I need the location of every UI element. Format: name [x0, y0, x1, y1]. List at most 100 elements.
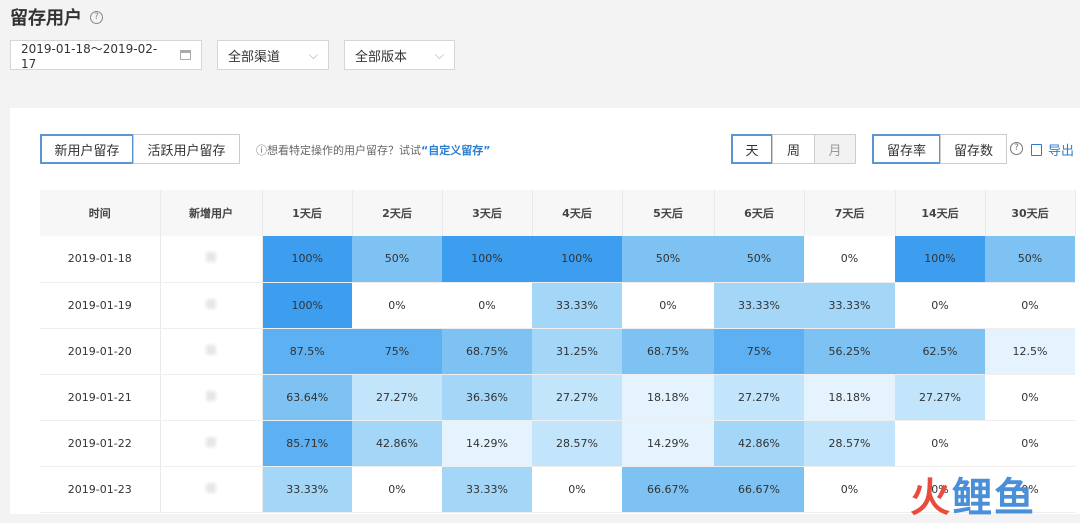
retention-cell: 27.27%: [352, 374, 442, 421]
chevron-down-icon: ⌵: [434, 47, 444, 62]
retention-cell: 100%: [532, 236, 622, 283]
hint-text: ⓘ想看特定操作的用户留存？试试: [256, 144, 421, 157]
retention-cell: 0%: [352, 282, 442, 329]
retention-cell: 0%: [442, 282, 532, 329]
new-user-count-redacted: [160, 420, 263, 467]
retention-cell: 18.18%: [622, 374, 714, 421]
page-title: 留存用户 ?: [10, 4, 103, 30]
column-header[interactable]: 1天后: [262, 190, 353, 236]
custom-retention-link[interactable]: “自定义留存”: [421, 144, 491, 157]
chevron-down-icon: ⌵: [308, 47, 318, 62]
period-day-button[interactable]: 天: [731, 134, 773, 164]
date-range-value: 2019-01-18～2019-02-17: [21, 41, 158, 71]
retention-cell: 42.86%: [714, 420, 804, 467]
version-select[interactable]: 全部版本 ⌵: [344, 40, 455, 70]
new-user-count-redacted: [160, 282, 263, 329]
retention-cell: 12.5%: [985, 328, 1075, 375]
tab-new-user-retention[interactable]: 新用户留存: [40, 134, 134, 164]
retention-cell: 0%: [895, 466, 985, 513]
retention-cell: 27.27%: [532, 374, 622, 421]
retention-cell: 18.18%: [804, 374, 895, 421]
date-range-picker[interactable]: 2019-01-18～2019-02-17: [10, 40, 202, 71]
metric-count-button[interactable]: 留存数: [940, 134, 1007, 164]
retention-cell: 100%: [895, 236, 985, 283]
table-row: 2019-01-19 100% 0% 0% 33.33% 0% 33.33% 33.33% 0%…: [40, 282, 1075, 329]
retention-cell: 36.36%: [442, 374, 532, 421]
retention-cell: 27.27%: [714, 374, 804, 421]
table-row: 2019-01-21 63.64% 27.27% 36.36% 27.27% 18.18%…: [40, 374, 1075, 421]
table-row: 2019-01-23 33.33% 0% 33.33% 0% 66.67% 66.67% 0%…: [40, 466, 1075, 513]
retention-cell: 100%: [442, 236, 532, 283]
row-date: 2019-01-21: [40, 374, 161, 421]
column-header[interactable]: 30天后: [985, 190, 1076, 236]
retention-cell: 0%: [895, 420, 985, 467]
retention-cell: 66.67%: [714, 466, 804, 513]
retention-cell: 0%: [352, 466, 442, 513]
export-button[interactable]: 导出: [1031, 140, 1074, 159]
watermark-fire: 火: [910, 475, 952, 521]
period-week-button[interactable]: 周: [772, 134, 815, 164]
retention-cell: 33.33%: [532, 282, 622, 329]
column-header[interactable]: 14天后: [895, 190, 986, 236]
new-user-count-redacted: [160, 374, 263, 421]
row-date: 2019-01-23: [40, 466, 161, 513]
table-row: 2019-01-22 85.71% 42.86% 14.29% 28.57% 14.29%…: [40, 420, 1075, 467]
retention-cell: 0%: [622, 282, 714, 329]
channel-select[interactable]: 全部渠道 ⌵: [217, 40, 329, 70]
column-header[interactable]: 4天后: [532, 190, 623, 236]
retention-cell: 0%: [895, 282, 985, 329]
retention-cell: 0%: [985, 466, 1075, 513]
column-header[interactable]: 3天后: [442, 190, 533, 236]
table-header-row: 时间 新增用户 1天后 2天后 3天后 4天后 5天后 6天后 7天后 14天后…: [40, 190, 1076, 236]
column-header[interactable]: 2天后: [352, 190, 443, 236]
table-row: 2019-01-18 100% 50% 100% 100% 50% 50% 0% 100% 50%: [40, 236, 1075, 283]
column-header[interactable]: 6天后: [714, 190, 805, 236]
redacted-value: [206, 482, 216, 493]
redacted-value: [206, 298, 216, 309]
help-icon[interactable]: ?: [1010, 142, 1023, 155]
help-icon[interactable]: ?: [90, 10, 103, 24]
column-header[interactable]: 5天后: [622, 190, 715, 236]
channel-value: 全部渠道: [228, 49, 281, 65]
retention-cell: 0%: [985, 420, 1075, 467]
retention-cell: 63.64%: [262, 374, 352, 421]
retention-cell: 31.25%: [532, 328, 622, 375]
period-month-button[interactable]: 月: [814, 134, 856, 164]
retention-cell: 0%: [985, 282, 1075, 329]
tab-active-user-retention[interactable]: 活跃用户留存: [133, 134, 240, 164]
watermark-rest: 鲤鱼: [952, 475, 1036, 521]
retention-cell: 28.57%: [804, 420, 895, 467]
redacted-value: [206, 390, 216, 401]
row-date: 2019-01-19: [40, 282, 161, 329]
retention-cell: 50%: [714, 236, 804, 283]
retention-cell: 27.27%: [895, 374, 985, 421]
retention-cell: 100%: [262, 282, 352, 329]
retention-cell: 50%: [622, 236, 714, 283]
calendar-icon: [180, 50, 191, 60]
retention-cell: 75%: [714, 328, 804, 375]
retention-cell: 0%: [804, 466, 895, 513]
retention-cell: 85.71%: [262, 420, 352, 467]
retention-cell: 68.75%: [622, 328, 714, 375]
metric-rate-button[interactable]: 留存率: [872, 134, 941, 164]
new-user-count-redacted: [160, 236, 263, 283]
retention-cell: 33.33%: [442, 466, 532, 513]
column-header[interactable]: 新增用户: [160, 190, 263, 236]
retention-cell: 42.86%: [352, 420, 442, 467]
column-header[interactable]: 7天后: [804, 190, 896, 236]
retention-cell: 0%: [804, 236, 895, 283]
table-row: 2019-01-20 87.5% 75% 68.75% 31.25% 68.75% 75% 5…: [40, 328, 1075, 375]
retention-cell: 100%: [262, 236, 352, 283]
new-user-count-redacted: [160, 466, 263, 513]
redacted-value: [206, 344, 216, 355]
retention-cell: 50%: [352, 236, 442, 283]
column-header[interactable]: 时间: [40, 190, 161, 236]
export-icon: [1031, 143, 1042, 156]
retention-cell: 14.29%: [622, 420, 714, 467]
new-user-count-redacted: [160, 328, 263, 375]
retention-cell: 56.25%: [804, 328, 895, 375]
row-date: 2019-01-20: [40, 328, 161, 375]
retention-cell: 33.33%: [804, 282, 895, 329]
retention-cell: 50%: [985, 236, 1075, 283]
retention-cell: 33.33%: [262, 466, 352, 513]
